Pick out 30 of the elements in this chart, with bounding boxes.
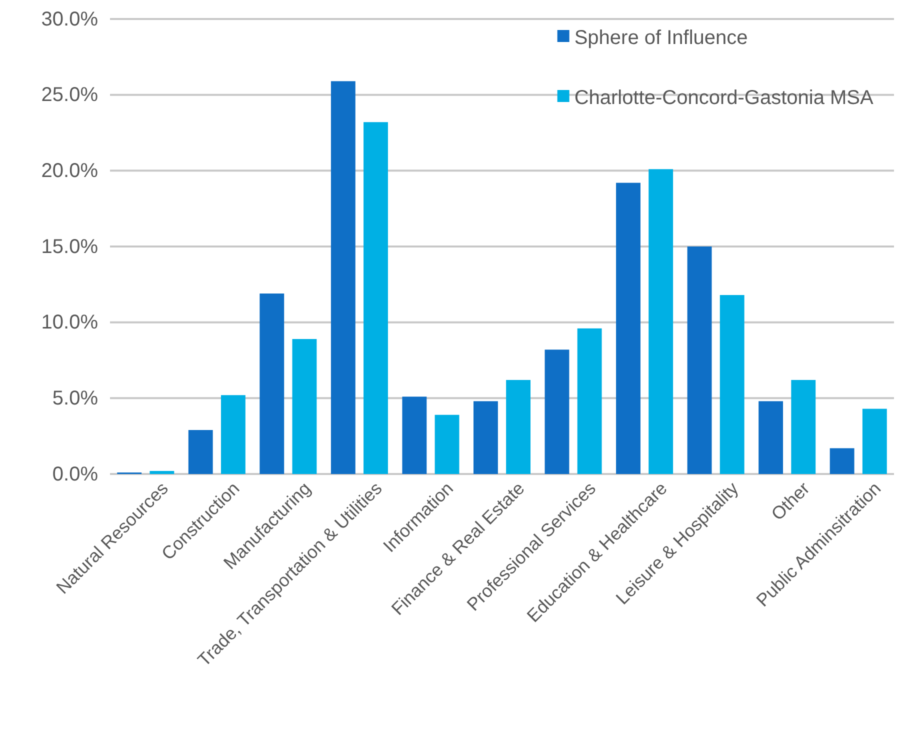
y-tick-label: 0.0% [52,463,98,486]
bar [434,414,460,474]
legend-label: Sphere of Influence [574,27,748,49]
y-tick-label: 30.0% [41,8,98,30]
bar [188,430,213,474]
bar [616,182,640,474]
bar [687,246,712,474]
bar [220,395,246,474]
y-tick-label: 25.0% [41,84,98,106]
bar [830,448,854,474]
bar [862,408,887,474]
bar [364,122,388,474]
bar [402,396,427,474]
legend-label: Charlotte-Concord-Gastonia MSA [574,87,874,109]
bar [648,169,674,474]
bar [720,295,744,474]
bar [473,401,498,474]
y-tick-label: 5.0% [52,388,98,410]
bar [330,81,356,474]
bar [292,339,317,474]
bar [544,350,570,474]
bar [150,470,174,474]
bar [791,380,816,474]
bar [758,401,784,474]
y-tick-label: 20.0% [41,160,98,182]
bar [577,328,602,474]
bar [260,294,284,474]
y-tick-label: 10.0% [41,312,98,334]
bar [506,380,531,474]
y-tick-label: 15.0% [41,236,98,258]
